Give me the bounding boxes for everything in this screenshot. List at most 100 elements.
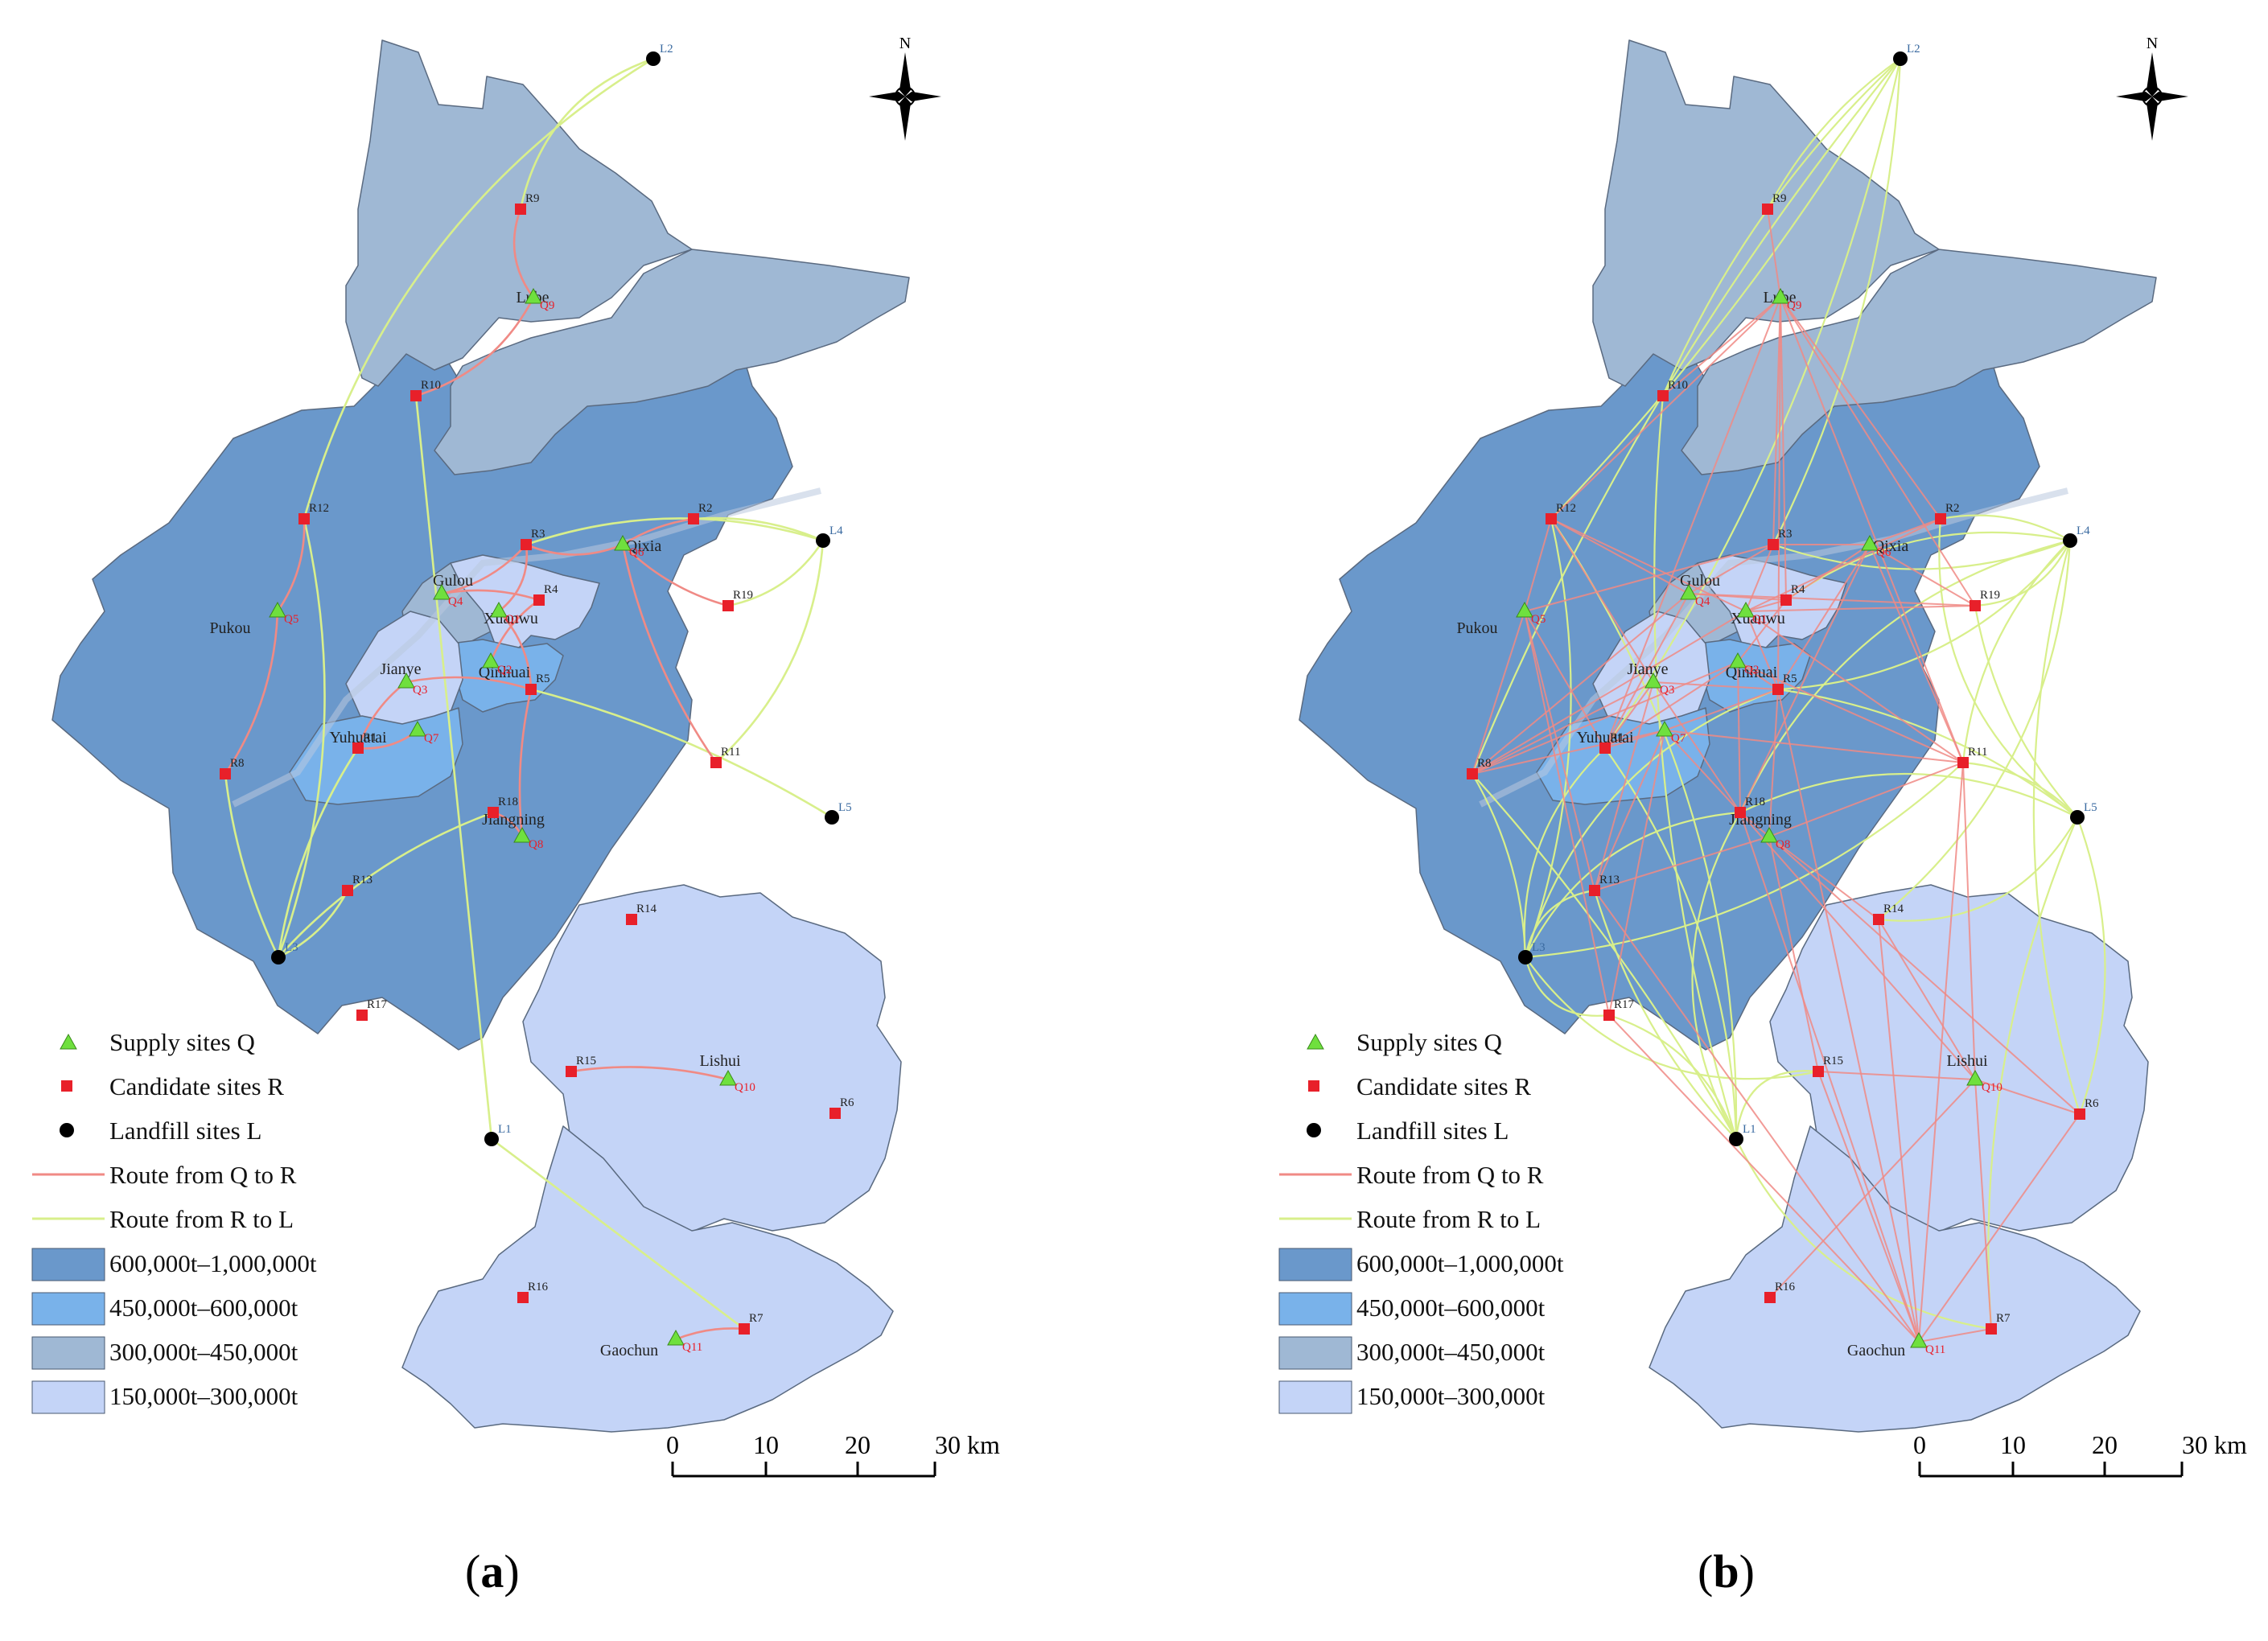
candidate-site-r16: [517, 1292, 529, 1303]
route-r-to-l: [1962, 761, 2078, 818]
supply-label-q5: Q5: [284, 613, 298, 626]
legend-item: Supply sites Q: [1307, 1028, 1502, 1056]
route-q-to-r: [1594, 836, 1770, 891]
candidate-site-r15: [1813, 1066, 1824, 1077]
candidate-site-r5: [525, 684, 537, 695]
route-q-to-r: [1688, 544, 1774, 594]
route-r-to-l: [1938, 518, 2078, 818]
route-q-to-r: [1777, 544, 1871, 690]
route-r-to-l: [1593, 890, 1737, 1140]
candidate-label-r12: R12: [309, 502, 329, 515]
route-r-to-l: [1777, 688, 2078, 818]
route-q-to-r: [1768, 836, 1819, 1072]
supply-site-q11: [1910, 1331, 1928, 1348]
legend-label: Route from Q to R: [1356, 1161, 1544, 1189]
candidate-site-r10: [410, 390, 422, 401]
candidate-label-r9: R9: [525, 192, 540, 205]
north-arrow-ring: [895, 86, 916, 107]
landfill-label-l4: L4: [2077, 524, 2090, 537]
route-q-to-r: [1817, 1071, 1920, 1343]
legend-label: 450,000t–600,000t: [109, 1293, 298, 1322]
district-label-gaochun: Gaochun: [600, 1342, 658, 1359]
route-q-to-r: [441, 589, 540, 602]
landfill-label-l1: L1: [1743, 1123, 1756, 1136]
legend-label: Candidate sites R: [109, 1072, 284, 1100]
route-r-to-l: [1524, 518, 1572, 958]
route-q-to-r: [276, 518, 306, 612]
district-label-gaochun: Gaochun: [1847, 1342, 1905, 1359]
candidate-site-r4: [1780, 594, 1792, 606]
candidate-site-r11: [710, 757, 722, 768]
landfill-site-l2: [646, 51, 661, 66]
district-label-jianye: Jianye: [380, 660, 421, 678]
landfill-label-l2: L2: [660, 43, 673, 56]
supply-site-q8: [1760, 826, 1778, 843]
route-q-to-r: [1472, 730, 1665, 775]
candidate-site-r13: [342, 885, 353, 896]
candidate-site-r1: [1599, 742, 1611, 754]
legend-label: Landfill sites L: [109, 1117, 261, 1145]
legend-item: 600,000t–1,000,000t: [31, 1248, 317, 1281]
route-q-to-r: [1688, 593, 1976, 607]
supply-site-q4: [1680, 583, 1698, 600]
legend-item: Landfill sites L: [1307, 1117, 1509, 1145]
legend-supply-icon: [60, 1033, 77, 1050]
route-r-to-l: [224, 773, 280, 958]
route-q-to-r: [498, 611, 533, 690]
candidate-label-r8: R8: [230, 757, 245, 770]
candidate-label-r2: R2: [698, 502, 713, 515]
legend-label: Candidate sites R: [1356, 1072, 1531, 1100]
route-q-to-r: [1524, 611, 1606, 749]
candidate-site-r11: [1957, 757, 1969, 768]
supply-label-q11: Q11: [682, 1341, 702, 1354]
north-label: N: [899, 35, 911, 52]
route-r-to-l: [693, 516, 824, 542]
supply-label-q4: Q4: [1695, 595, 1710, 608]
legend-item: 600,000t–1,000,000t: [1278, 1248, 1564, 1281]
route-r-to-l: [278, 811, 494, 958]
route-q-to-r: [1768, 836, 1879, 920]
candidate-label-r17: R17: [367, 998, 388, 1011]
candidate-label-r11: R11: [721, 746, 740, 759]
candidate-label-r16: R16: [528, 1281, 549, 1293]
candidate-site-r17: [356, 1010, 368, 1021]
landfill-site-l3: [1518, 950, 1533, 964]
route-q-to-r: [1739, 812, 1920, 1343]
legend-label: Route from Q to R: [109, 1161, 297, 1189]
supply-label-q2: Q2: [1744, 664, 1759, 677]
route-q-to-r: [1524, 611, 1610, 1016]
supply-site-q1: [1737, 601, 1755, 618]
candidate-label-r8: R8: [1477, 757, 1492, 770]
route-q-to-r: [1550, 518, 1747, 612]
route-q-to-r: [525, 543, 624, 556]
district-label-pukou: Pukou: [1456, 619, 1497, 637]
route-r-to-l: [715, 540, 825, 763]
route-q-to-r: [1653, 681, 1779, 690]
region-lishui: [522, 884, 902, 1236]
district-label-qixia: Qixia: [626, 537, 662, 555]
north-arrow-icon: N: [869, 35, 941, 141]
candidate-label-r1: R1: [363, 731, 377, 744]
region-lishui: [1769, 884, 2149, 1236]
route-q-to-r: [1745, 611, 1964, 763]
candidate-site-r10: [1657, 390, 1669, 401]
route-q-to-r: [518, 689, 533, 837]
route-r-to-l: [278, 890, 349, 959]
route-q-to-r: [1524, 611, 1595, 891]
landfill-site-l1: [484, 1132, 499, 1146]
route-r-to-l: [1785, 531, 2071, 601]
candidate-label-r17: R17: [1614, 998, 1635, 1011]
route-r-to-l: [303, 57, 654, 520]
scale-bar-label-10: 10: [2000, 1430, 2026, 1459]
supply-site-q8: [513, 826, 531, 843]
route-q-to-r: [621, 544, 718, 763]
route-q-to-r: [1664, 730, 1741, 813]
supply-label-q8: Q8: [529, 838, 543, 851]
route-r-to-l: [277, 518, 326, 958]
district-label-pukou: Pukou: [209, 619, 250, 637]
candidate-site-r6: [2074, 1108, 2085, 1120]
legend-label: Supply sites Q: [109, 1028, 255, 1056]
route-r-to-l: [1523, 747, 1606, 958]
route-q-to-r: [1653, 681, 1741, 813]
district-label-jianye: Jianye: [1627, 660, 1668, 678]
